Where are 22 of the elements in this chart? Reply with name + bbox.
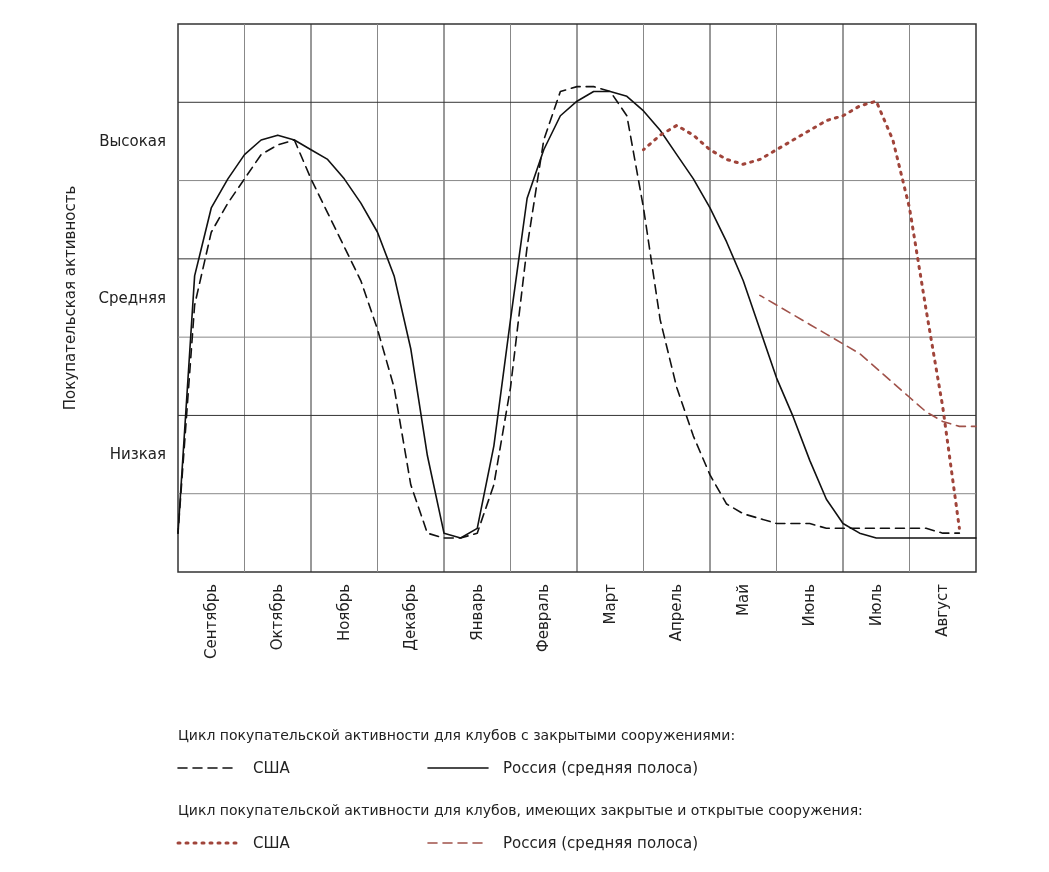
x-tick-label: Ноябрь [334,584,353,642]
legend-label: США [253,833,291,852]
legend-label: Россия (средняя полоса) [503,758,699,777]
text: Цикл покупательской активности для клубов, имеющих закрытые и открытые сооружения: [178,802,863,818]
x-tick-label: Июнь [800,584,819,627]
text: Средняя [98,288,166,307]
x-tick-label: Май [733,584,752,616]
x-tick-label: Апрель [667,584,686,642]
text: Покупательская активность [60,185,79,411]
text: Высокая [99,131,166,150]
x-tick-label: Январь [467,584,486,641]
legend-label: Россия (средняя полоса) [503,833,699,852]
x-tick-label: Июль [866,584,885,627]
text: Низкая [109,445,166,464]
x-tick-label: Август [933,583,952,637]
x-tick-label: Сентябрь [201,584,220,659]
legend-label: США [253,758,291,777]
x-tick-label: Октябрь [268,584,287,651]
x-tick-label: Февраль [534,584,553,653]
x-tick-label: Март [600,583,619,625]
text: Цикл покупательской активности для клубов с закрытыми сооружениями: [178,727,736,743]
x-tick-label: Декабрь [401,584,420,651]
